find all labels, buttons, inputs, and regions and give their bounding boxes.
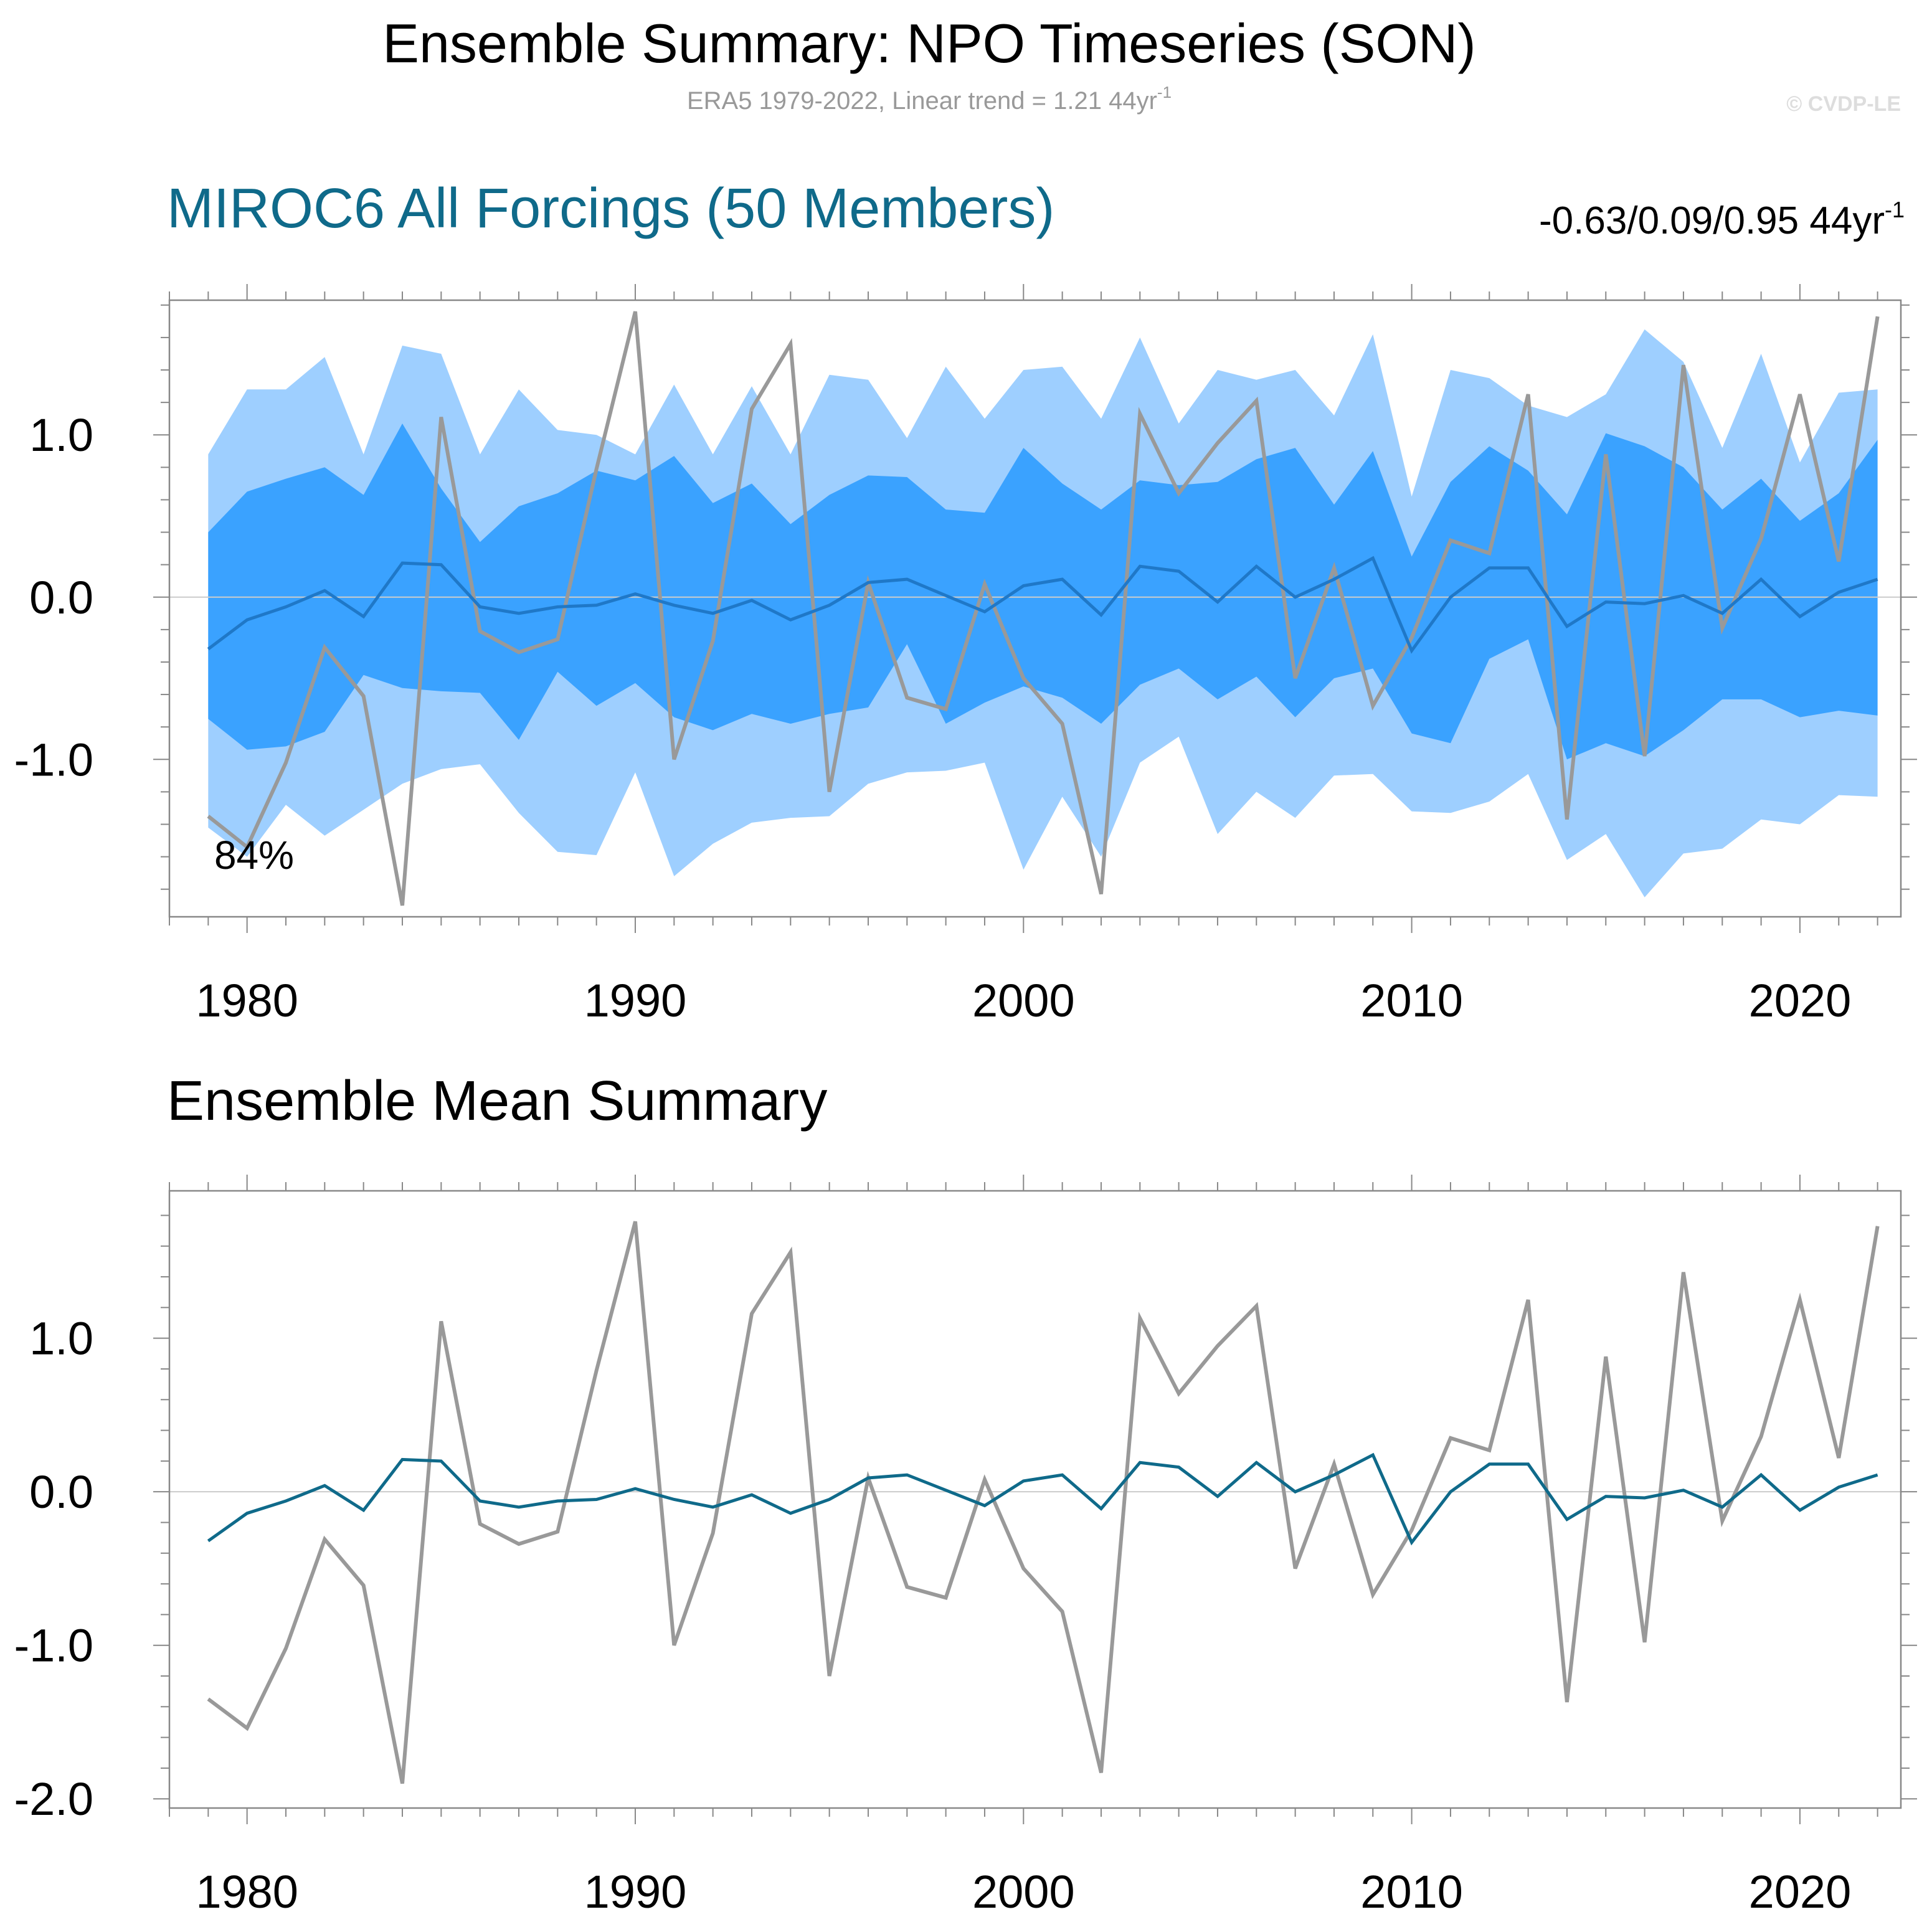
subtitle: ERA5 1979-2022, Linear trend = 1.21 44yr…	[687, 83, 1172, 115]
x-tick-label: 2000	[972, 975, 1075, 1026]
plot-frame	[168, 1190, 1902, 1809]
x-tick-label: 1990	[584, 975, 687, 1026]
y-tick-label: -1.0	[14, 1620, 93, 1672]
series-ensemble-mean-line	[207, 556, 1878, 654]
x-tick-label: 2020	[1749, 1866, 1852, 1918]
y-tick-label: 1.0	[29, 409, 93, 461]
trend-label-superscript: -1	[1885, 197, 1905, 222]
x-tick-label: 2020	[1749, 975, 1852, 1026]
subtitle-superscript: -1	[1157, 83, 1172, 102]
y-tick-label: 0.0	[29, 1466, 93, 1518]
main-title: Ensemble Summary: NPO Timeseries (SON)	[382, 12, 1476, 74]
series-era5-line	[207, 311, 1880, 906]
x-tick-label: 1980	[196, 1866, 298, 1918]
x-tick-label: 1980	[196, 975, 298, 1026]
series-ensemble-mean-line	[207, 1452, 1878, 1546]
panel-title-top: MIROC6 All Forcings (50 Members)	[167, 178, 1054, 240]
x-tick-label: 2000	[972, 1866, 1075, 1918]
bottom-panel: Ensemble Mean Summary 1980 1990 2000 2010 202…	[14, 1070, 1917, 1918]
watermark: © CVDP-LE	[1786, 92, 1901, 116]
y-tick-label: -2.0	[14, 1773, 93, 1825]
trend-label: -0.63/0.09/0.95 44yr-1	[1539, 197, 1905, 242]
x-tick-label: 2010	[1360, 1866, 1463, 1918]
y-tick-label: 1.0	[29, 1313, 93, 1365]
series-era5-line	[207, 1221, 1880, 1784]
trend-label-text: -0.63/0.09/0.95 44yr	[1539, 199, 1885, 242]
panel-title-bottom: Ensemble Mean Summary	[167, 1070, 827, 1132]
x-tick-label: 1990	[584, 1866, 687, 1918]
top-panel: MIROC6 All Forcings (50 Members) -0.63/0.…	[14, 178, 1917, 1026]
percent-annotation: 84%	[214, 833, 294, 878]
subtitle-text: ERA5 1979-2022, Linear trend = 1.21 44yr	[687, 87, 1157, 115]
plot-frame	[168, 299, 1902, 918]
x-tick-label: 2010	[1360, 975, 1463, 1026]
y-tick-label: -1.0	[14, 734, 93, 785]
y-tick-label: 0.0	[29, 572, 93, 623]
band-inner	[208, 424, 1878, 760]
